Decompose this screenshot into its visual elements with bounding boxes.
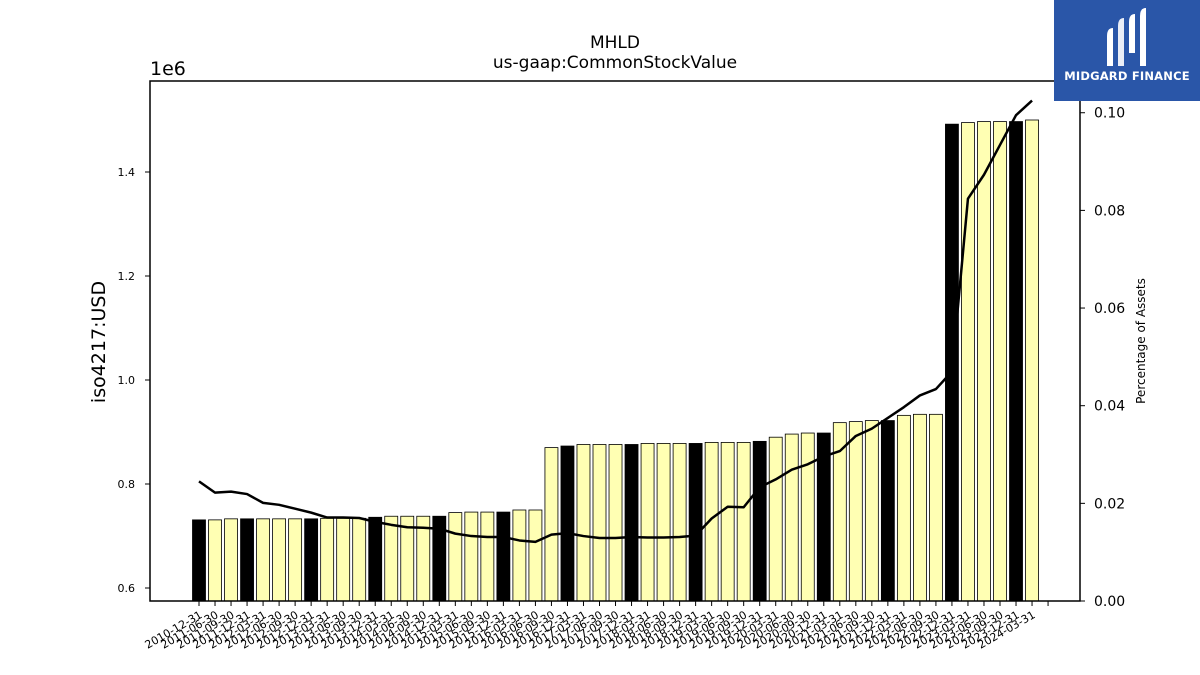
- bar: [656, 443, 671, 602]
- bar: [768, 436, 783, 602]
- bar: [512, 509, 527, 602]
- plot-frame: [149, 80, 1081, 602]
- bar: [208, 519, 222, 602]
- chart-subtitle: us-gaap:CommonStockValue: [493, 53, 737, 73]
- y2-tick-label: 0.02: [1094, 496, 1125, 512]
- bar: [1025, 119, 1039, 602]
- y2-tick-label: 0.10: [1094, 106, 1125, 122]
- bar: [608, 444, 623, 602]
- logo-text: MIDGARD FINANCE: [1064, 69, 1190, 83]
- bar: [913, 413, 927, 602]
- bar: [288, 518, 303, 602]
- bar: [560, 445, 575, 602]
- bar: [800, 432, 815, 602]
- bar: [929, 413, 943, 602]
- bar: [528, 509, 543, 602]
- bar: [576, 444, 591, 602]
- y-tick-label: 1.4: [118, 166, 136, 179]
- y-tick-label: 0.8: [118, 478, 136, 491]
- bar: [496, 511, 511, 602]
- bar: [400, 515, 415, 602]
- bar: [624, 444, 639, 602]
- bar: [752, 440, 767, 602]
- bar: [896, 414, 911, 602]
- y2-tick-label: 0.06: [1094, 301, 1125, 317]
- bar: [464, 511, 479, 602]
- bar: [993, 121, 1007, 602]
- bar: [688, 443, 703, 602]
- bar: [544, 447, 559, 602]
- bar: [880, 420, 895, 602]
- bar: [720, 441, 735, 602]
- bar: [368, 516, 383, 602]
- bar: [272, 518, 287, 602]
- y2-tick-label: 0.04: [1094, 399, 1125, 415]
- bar: [224, 518, 238, 602]
- y-tick-label: 1.2: [118, 270, 136, 283]
- bar: [480, 511, 495, 602]
- bar: [448, 512, 463, 602]
- y2-axis-label: Percentage of Assets: [1134, 278, 1148, 404]
- bar: [961, 122, 975, 602]
- bar: [640, 443, 655, 602]
- percentage-line: [198, 99, 1033, 544]
- y2-tick-label: 0.08: [1094, 203, 1125, 219]
- bar: [256, 518, 270, 602]
- midgard-finance-logo: MIDGARD FINANCE: [1054, 0, 1200, 101]
- bar: [736, 441, 751, 602]
- bar: [192, 519, 206, 602]
- bar: [336, 517, 351, 602]
- bar: [784, 433, 799, 602]
- bar: [672, 443, 687, 602]
- y-tick-label: 0.6: [118, 582, 136, 595]
- bar: [592, 444, 607, 602]
- bar: [977, 121, 991, 602]
- y2-tick-label: 0.00: [1094, 594, 1125, 610]
- bar: [240, 518, 254, 602]
- bar: [864, 420, 879, 602]
- bar: [352, 517, 367, 602]
- y-axis-label: iso4217:USD: [88, 281, 110, 403]
- y-tick-label: 1.0: [118, 374, 136, 387]
- y-multiplier-label: 1e6: [150, 58, 186, 80]
- bar: [304, 518, 319, 602]
- bar: [1009, 121, 1023, 602]
- midgard-m-logo-icon: [1107, 8, 1146, 66]
- bar: [320, 517, 335, 602]
- bar: [848, 421, 863, 602]
- chart-title: MHLD: [590, 33, 640, 53]
- bar: [384, 515, 399, 602]
